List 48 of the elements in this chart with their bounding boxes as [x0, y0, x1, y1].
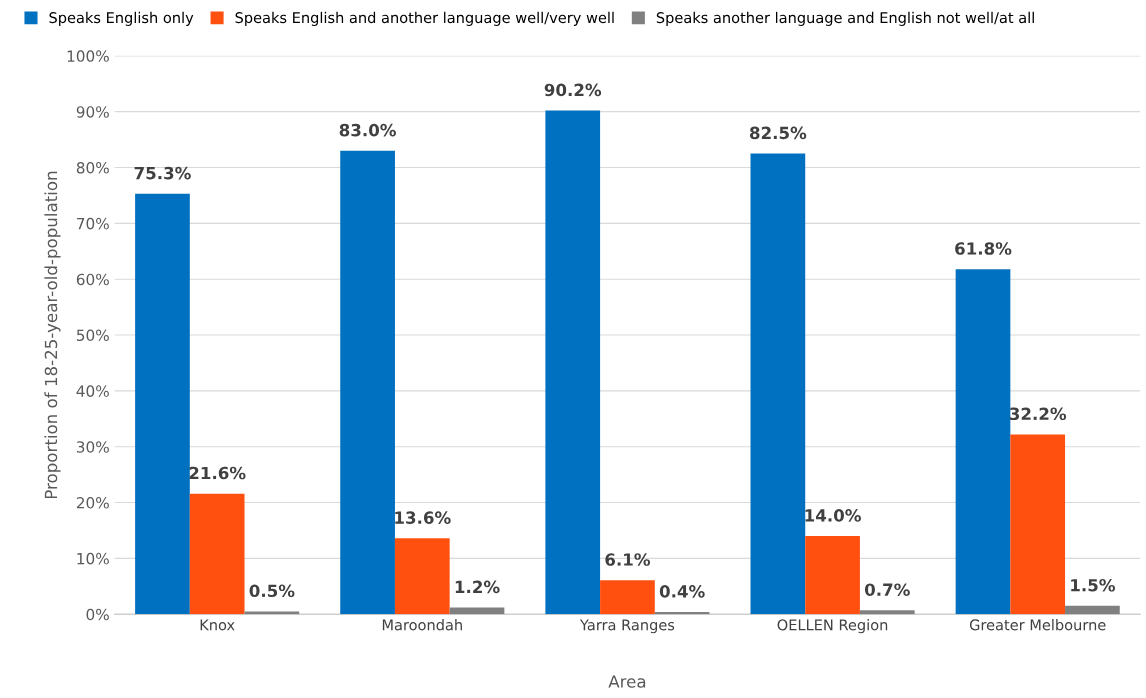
legend-label: Speaks English and another language well/very well: [235, 11, 614, 26]
x-tick-label: Knox: [200, 619, 235, 631]
bar: [955, 269, 1011, 615]
y-tick-label: 100%: [67, 50, 109, 62]
data-label: 32.2%: [1009, 407, 1067, 421]
bar: [600, 580, 655, 615]
y-tick-label: 40%: [76, 385, 109, 397]
y-tick-label: 60%: [76, 273, 109, 286]
bar: [340, 150, 395, 615]
legend-label: Speaks another language and English not well/at all: [656, 11, 1034, 26]
bar: [1010, 434, 1066, 615]
data-label: 0.7%: [864, 583, 910, 596]
data-label: 61.8%: [955, 242, 1012, 255]
bar: [189, 493, 245, 615]
y-tick-label: 80%: [76, 161, 109, 174]
bar: [750, 153, 806, 615]
data-label: 90.2%: [544, 83, 602, 97]
data-label: 14.0%: [805, 509, 861, 522]
data-label: 0.5%: [249, 584, 295, 598]
bar: [244, 611, 300, 615]
legend-label: Speaks English only: [49, 11, 194, 26]
y-tick-label: 10%: [77, 552, 109, 565]
x-axis-title: Area: [608, 675, 646, 688]
y-tick-label: 90%: [76, 106, 109, 118]
bar: [859, 610, 915, 615]
data-label: 0.4%: [659, 585, 705, 598]
data-label: 6.1%: [605, 553, 651, 566]
data-label: 83.0%: [339, 123, 396, 137]
y-tick-label: 30%: [76, 441, 109, 453]
x-tick-label: Maroondah: [382, 619, 462, 631]
bar: [135, 193, 190, 615]
y-tick-label: 70%: [77, 217, 109, 230]
data-label: 13.6%: [395, 511, 451, 524]
y-axis-title: Proportion of 18-25-year-old-population: [44, 171, 61, 499]
data-label: 1.2%: [455, 580, 500, 594]
y-tick-label: 50%: [76, 329, 109, 342]
data-label: 1.5%: [1071, 578, 1115, 592]
x-tick-label: Yarra Ranges: [579, 619, 675, 634]
y-tick-label: 0%: [86, 608, 109, 621]
x-tick-label: Greater Melbourne: [969, 619, 1106, 631]
data-label: 82.5%: [749, 126, 807, 140]
data-label: 75.3%: [134, 166, 191, 180]
bar: [545, 110, 601, 615]
y-tick-label: 20%: [76, 497, 109, 509]
bar: [805, 536, 860, 615]
x-tick-label: OELLEN Region: [777, 619, 888, 634]
bar: [1065, 605, 1120, 615]
bar: [394, 538, 450, 615]
